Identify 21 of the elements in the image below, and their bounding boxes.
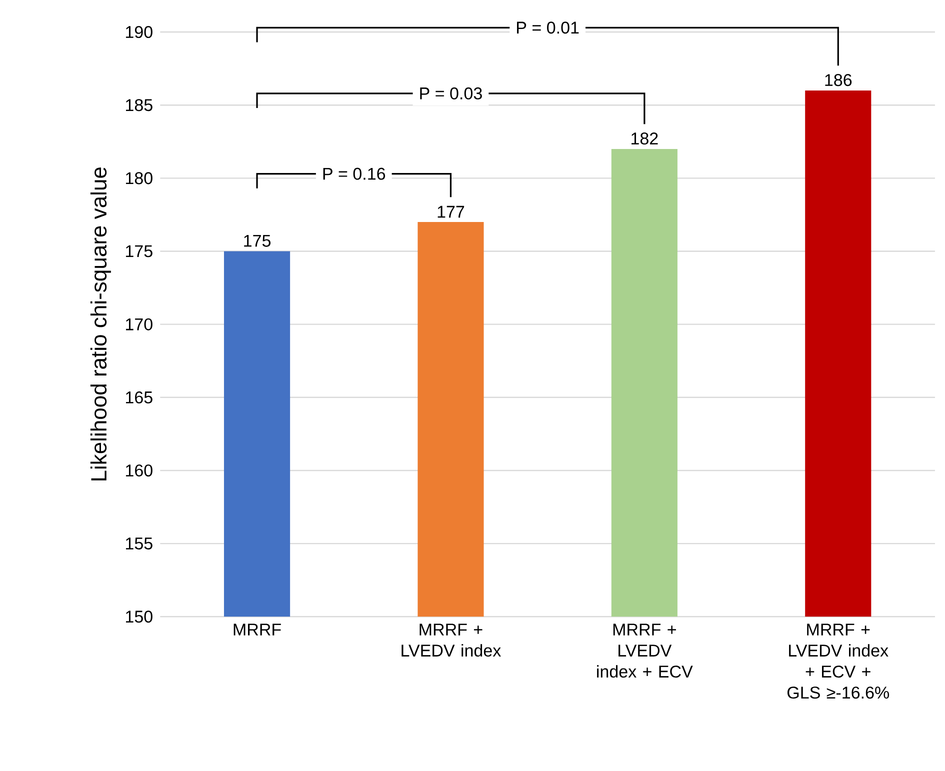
y-tick-label: 165 [126, 391, 152, 404]
data-label: 175 [244, 235, 271, 247]
x-tick-label: MRRF + LVEDV index + ECV [597, 624, 693, 678]
annotation: P = 0.01 [517, 22, 579, 34]
x-tick-label: MRRF + LVEDV index [402, 624, 501, 657]
data-label: 182 [632, 132, 658, 145]
y-tick-label: 160 [126, 464, 152, 477]
x-tick-label: MRRF [234, 624, 281, 636]
y-tick-label: 175 [126, 245, 152, 258]
y-tick-label: 170 [126, 318, 152, 330]
y-tick-label: 185 [126, 99, 152, 112]
data-label: 186 [825, 74, 852, 86]
y-tick-label: 155 [126, 538, 152, 550]
annotation: P = 0.03 [420, 87, 482, 100]
y-tick-label: 180 [126, 172, 152, 184]
y-axis-title: Likelihood ratio chi-square value [90, 168, 111, 481]
y-tick-label: 190 [126, 26, 152, 38]
x-tick-label: MRRF + LVEDV index + ECV + GLS ≥-16.6% [787, 624, 890, 699]
annotation: P = 0.16 [323, 168, 386, 180]
data-label: 177 [438, 206, 464, 218]
y-tick-label: 150 [126, 610, 152, 623]
